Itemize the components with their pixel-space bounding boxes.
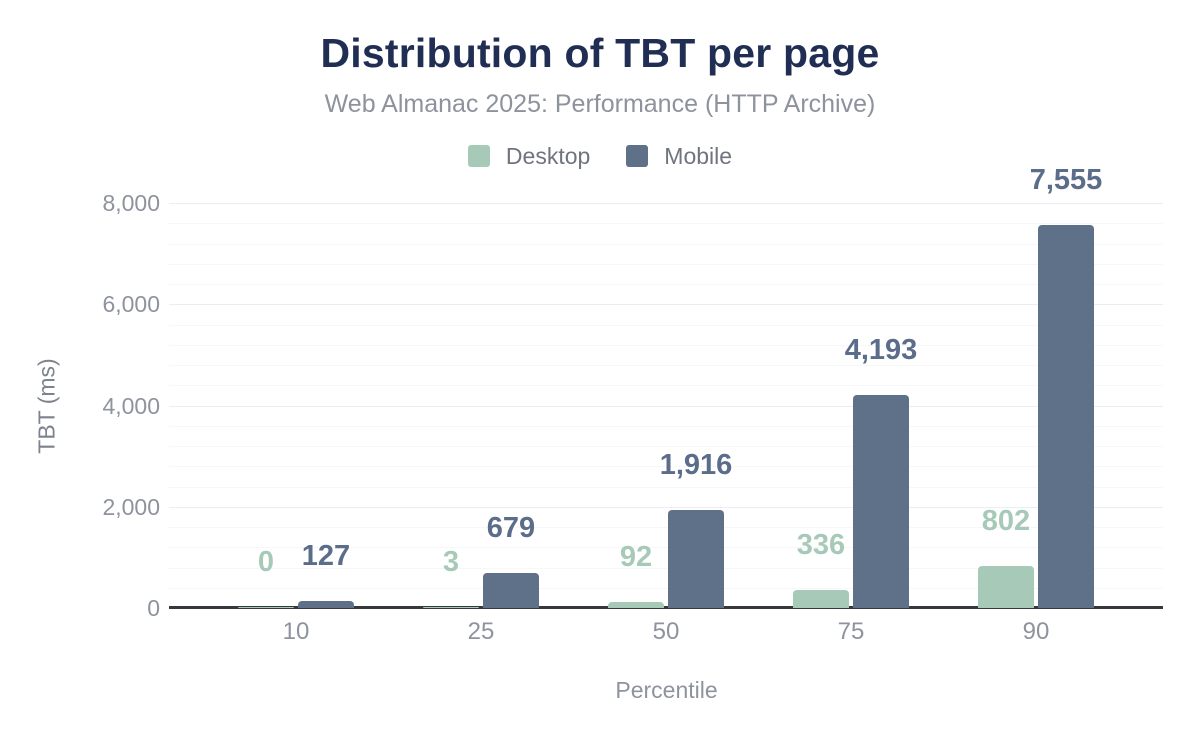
- x-tick-label: 25: [467, 618, 495, 645]
- bar-mobile-p75[interactable]: [853, 394, 909, 608]
- y-tick-label: 6,000: [102, 291, 160, 318]
- y-tick-label: 8,000: [102, 190, 160, 216]
- value-label-desktop-p50: 92: [619, 541, 653, 574]
- bar-mobile-p50[interactable]: [668, 510, 724, 608]
- y-tick-label: 0: [147, 595, 160, 621]
- chart-subtitle: Web Almanac 2025: Performance (HTTP Arch…: [324, 90, 876, 118]
- legend-item-mobile[interactable]: Mobile: [626, 143, 732, 170]
- value-label-desktop-p90: 802: [981, 505, 1031, 538]
- y-tick-label: 4,000: [102, 392, 160, 419]
- legend-label-desktop: Desktop: [505, 142, 591, 169]
- desktop-color-swatch-icon: [467, 145, 490, 167]
- value-label-mobile-p75: 4,193: [844, 333, 918, 366]
- y-axis-title: TBT (ms): [33, 358, 60, 454]
- major-gridline: [169, 304, 1163, 306]
- minor-gridline: [169, 425, 1163, 427]
- legend: Desktop Mobile: [0, 142, 1200, 170]
- bar-desktop-p25[interactable]: [423, 606, 479, 608]
- value-label-mobile-p10: 127: [301, 539, 351, 572]
- minor-gridline: [169, 243, 1163, 245]
- minor-gridline: [169, 486, 1163, 488]
- minor-gridline: [169, 385, 1163, 387]
- x-axis-title: Percentile: [615, 677, 718, 703]
- bar-mobile-p25[interactable]: [483, 572, 539, 608]
- major-gridline: [169, 405, 1163, 407]
- minor-gridline: [169, 263, 1163, 265]
- legend-label-mobile: Mobile: [664, 142, 733, 169]
- minor-gridline: [169, 547, 1163, 549]
- chart-title: Distribution of TBT per page: [320, 30, 880, 76]
- minor-gridline: [169, 466, 1163, 468]
- minor-gridline: [169, 567, 1163, 569]
- minor-gridline: [169, 365, 1163, 366]
- major-gridline: [169, 506, 1163, 508]
- bar-desktop-p10[interactable]: [238, 607, 294, 608]
- bar-mobile-p90[interactable]: [1038, 224, 1094, 608]
- bar-desktop-p75[interactable]: [793, 589, 849, 608]
- major-gridline: [169, 203, 1163, 204]
- x-tick-label: 50: [652, 618, 680, 645]
- value-label-desktop-p75: 336: [796, 528, 846, 561]
- bar-mobile-p10[interactable]: [298, 600, 354, 608]
- minor-gridline: [169, 324, 1163, 326]
- bar-desktop-p90[interactable]: [978, 566, 1034, 608]
- x-tick-label: 10: [282, 618, 310, 645]
- minor-gridline: [169, 223, 1163, 225]
- x-tick-label: 90: [1022, 618, 1050, 645]
- legend-item-desktop[interactable]: Desktop: [467, 142, 591, 170]
- mobile-color-swatch-icon: [626, 145, 649, 167]
- value-label-mobile-p90: 7,555: [1029, 163, 1103, 196]
- value-label-desktop-p10: 0: [257, 546, 275, 578]
- bar-desktop-p50[interactable]: [608, 602, 664, 608]
- minor-gridline: [169, 344, 1163, 346]
- minor-gridline: [169, 527, 1163, 528]
- minor-gridline: [169, 587, 1163, 589]
- x-axis-line: [169, 606, 1163, 609]
- minor-gridline: [169, 284, 1163, 285]
- value-label-mobile-p50: 1,916: [659, 449, 733, 481]
- x-tick-label: 75: [837, 618, 865, 645]
- minor-gridline: [169, 446, 1163, 447]
- value-label-mobile-p25: 679: [486, 511, 536, 544]
- y-tick-label: 2,000: [102, 493, 160, 520]
- value-label-desktop-p25: 3: [442, 545, 460, 578]
